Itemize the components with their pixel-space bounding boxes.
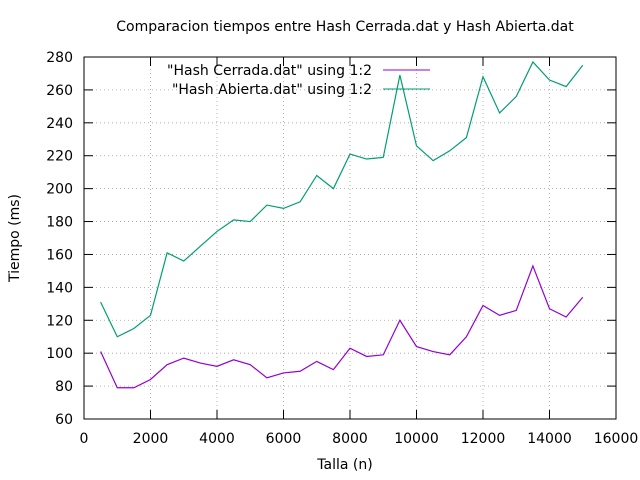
grid-lines [84,57,616,419]
series-line-hash-cerrada [100,264,584,389]
legend-label-hash-cerrada: "Hash Cerrada.dat" using 1:2 [167,63,372,79]
x-tick-label: 0 [80,431,89,447]
x-tick-label: 10000 [394,431,439,447]
legend-label-hash-abierta: "Hash Abierta.dat" using 1:2 [172,82,372,98]
y-tick-label: 220 [46,149,73,165]
series-line-hash-abierta [100,60,584,338]
y-tick-label: 260 [46,83,73,99]
x-tick-label: 6000 [266,431,302,447]
y-tick-label: 120 [46,313,73,329]
x-tick-label: 8000 [332,431,368,447]
x-tick-label: 12000 [461,431,506,447]
y-tick-label: 60 [55,412,73,428]
x-tick-label: 14000 [527,431,572,447]
chart-title: Comparacion tiempos entre Hash Cerrada.d… [116,19,574,35]
x-axis-label: Talla (n) [316,457,372,473]
x-tick-label: 4000 [199,431,235,447]
y-tick-label: 200 [46,182,73,198]
y-tick-label: 180 [46,215,73,231]
axis-ticks [83,56,617,420]
y-tick-label: 240 [46,116,73,132]
legend: "Hash Cerrada.dat" using 1:2 "Hash Abier… [167,63,430,98]
series-lines [100,60,584,389]
y-tick-label: 140 [46,280,73,296]
tick-labels: 60 80 100 120 140 160 180 200 220 240 260 280 0 2000 4… [46,50,638,447]
x-tick-label: 2000 [133,431,169,447]
y-tick-label: 280 [46,50,73,66]
y-tick-label: 100 [46,346,73,362]
y-axis-label: Tiempo (ms) [7,194,23,283]
plot-frame [83,56,617,420]
y-tick-label: 160 [46,247,73,263]
x-tick-label: 16000 [594,431,639,447]
y-tick-label: 80 [55,379,73,395]
